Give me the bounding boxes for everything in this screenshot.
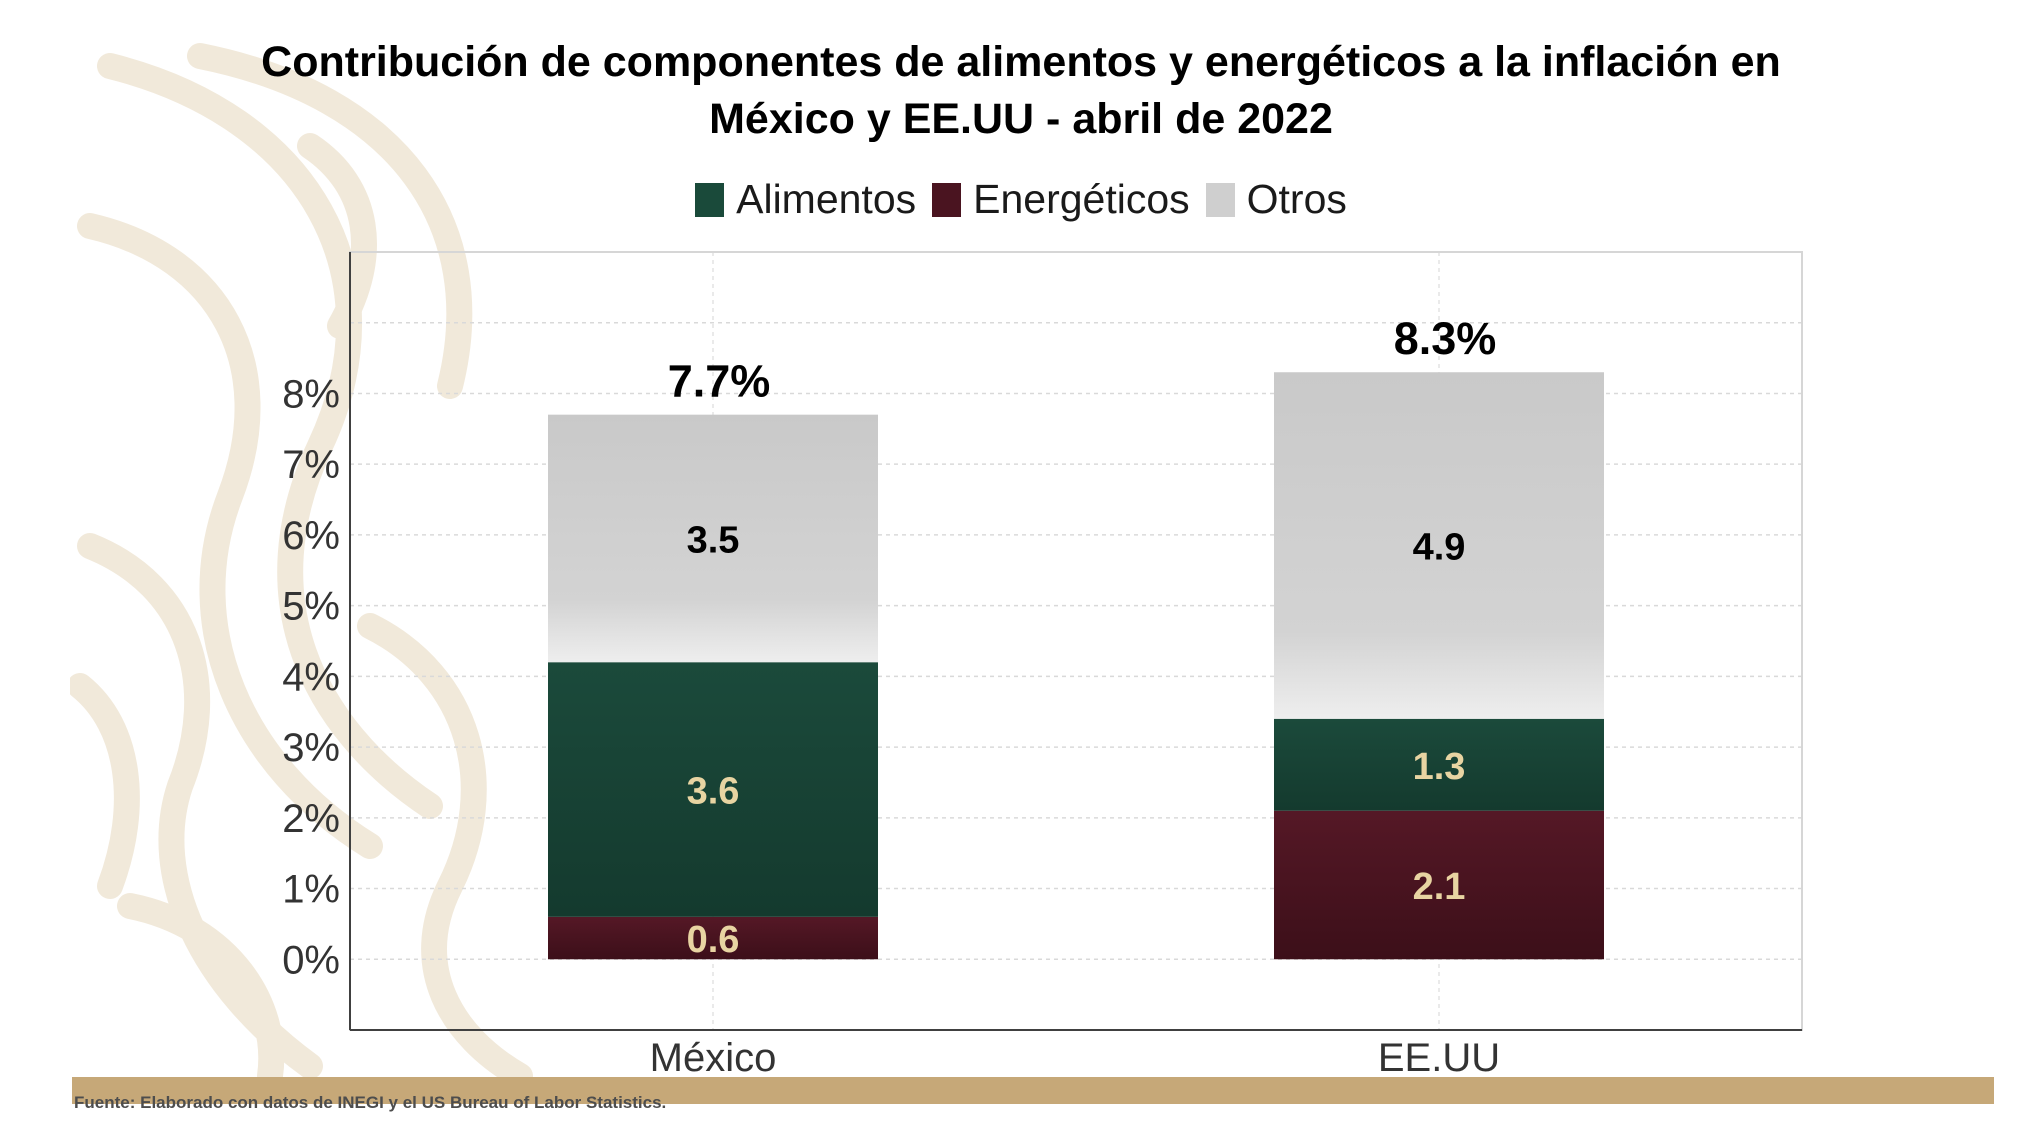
chart-title-line-1: Contribución de componentes de alimentos… (261, 38, 1781, 86)
legend-label-alimentos: Alimentos (736, 176, 917, 222)
background-pattern (70, 43, 533, 1086)
y-tick-label: 6% (282, 514, 340, 558)
legend-item-otros: Otros (1205, 176, 1347, 223)
bar-segment-energeticos (1274, 810, 1604, 960)
y-tick-label: 5% (282, 585, 340, 629)
legend-label-otros: Otros (1246, 176, 1347, 222)
y-tick-label: 3% (282, 726, 340, 770)
x-tick-label: México (650, 1036, 777, 1080)
y-tick-label: 8% (282, 372, 340, 416)
legend-swatch-alimentos (695, 182, 725, 217)
x-tick-label: EE.UU (1378, 1036, 1500, 1080)
legend-item-energeticos: Energéticos (932, 176, 1190, 223)
data-label-alimentos: 1.3 (1413, 746, 1466, 788)
legend-item-alimentos: Alimentos (695, 176, 916, 223)
y-tick-label: 7% (282, 443, 340, 487)
chart-title-line-2: México y EE.UU - abril de 2022 (709, 95, 1333, 143)
data-label-otros: 3.5 (687, 519, 740, 561)
y-tick-label: 2% (282, 797, 340, 841)
data-label-energeticos: 2.1 (1413, 866, 1466, 908)
bar-segment-alimentos (1274, 718, 1604, 811)
y-tick-label: 4% (282, 655, 340, 699)
bar-segment-otros (1274, 372, 1604, 719)
y-tick-label: 1% (282, 868, 340, 912)
data-label-alimentos: 3.6 (687, 771, 740, 813)
footer-bar (72, 1077, 1994, 1104)
data-label-energeticos: 0.6 (687, 919, 740, 961)
bar-segment-otros (548, 414, 878, 663)
total-label: 7.7% (668, 356, 771, 407)
bar-segment-energeticos (548, 916, 878, 960)
y-tick-label: 0% (282, 938, 340, 982)
data-label-otros: 4.9 (1413, 527, 1466, 569)
source-note: Fuente: Elaborado con datos de INEGI y e… (74, 1093, 667, 1112)
bar-segment-alimentos (548, 662, 878, 917)
total-label: 8.3% (1394, 313, 1497, 364)
chart-legend: Alimentos Energéticos Otros (0, 176, 2042, 223)
legend-swatch-otros (1205, 182, 1235, 217)
chart-title: Contribución de componentes de alimentos… (0, 34, 2042, 148)
legend-swatch-energeticos (932, 182, 962, 217)
legend-label-energeticos: Energéticos (973, 176, 1190, 222)
